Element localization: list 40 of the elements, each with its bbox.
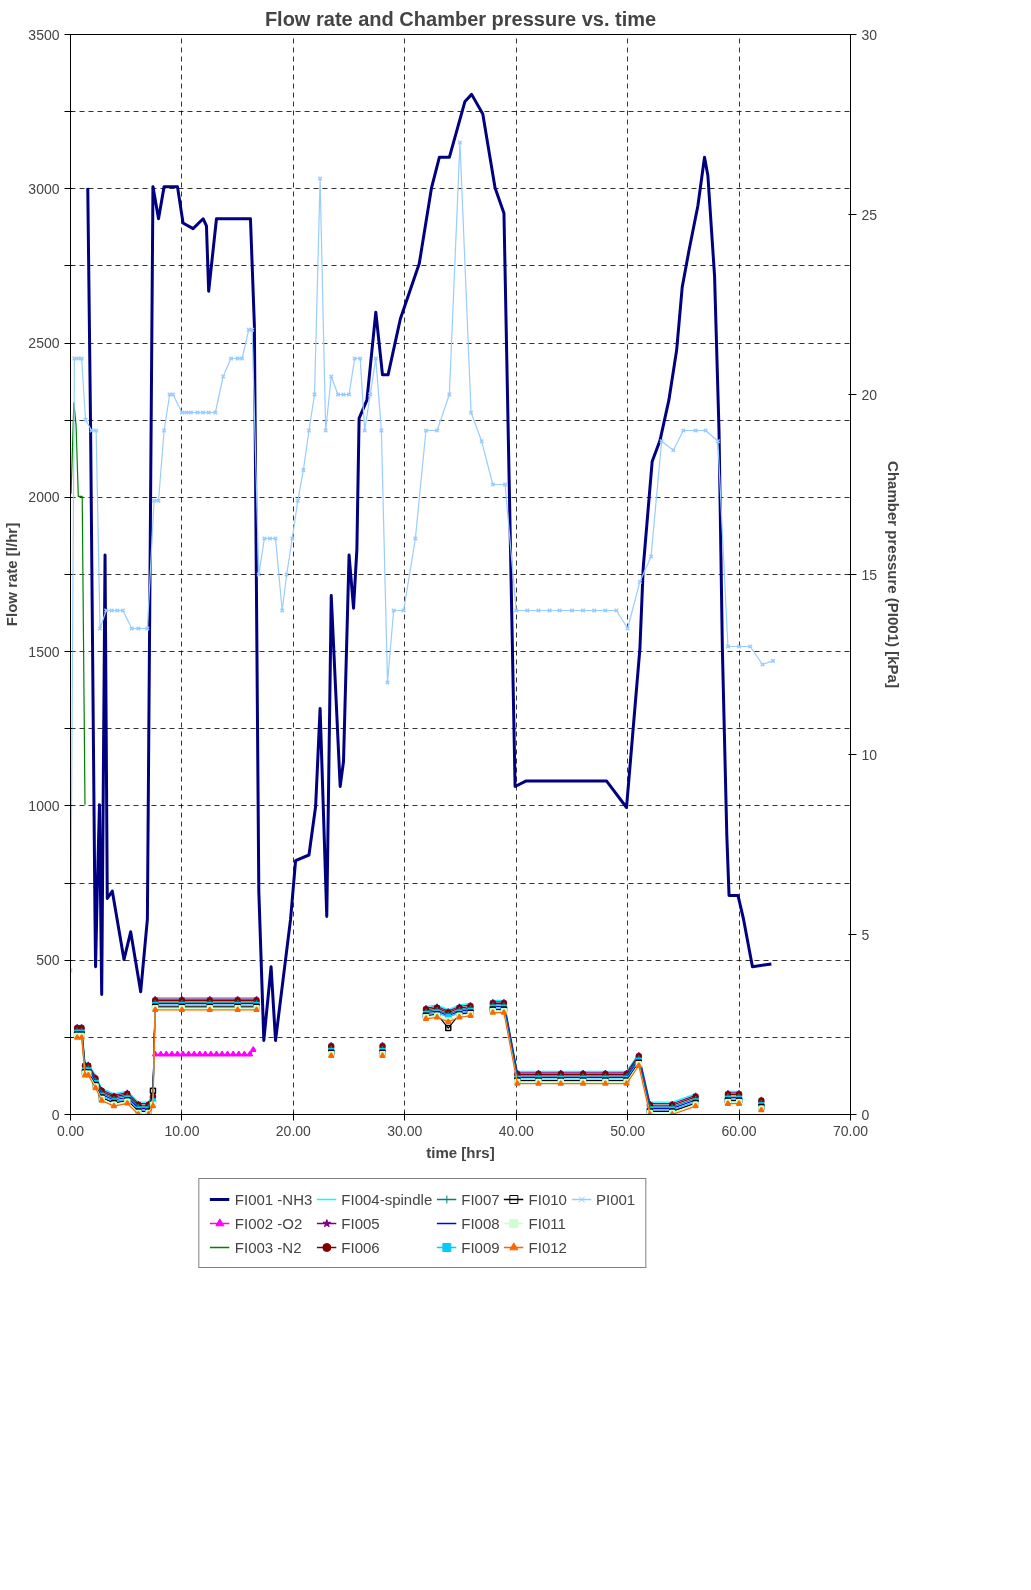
y-tick-label: 3500 bbox=[28, 26, 60, 43]
legend-label: FI002 -O2 bbox=[234, 1214, 303, 1232]
y-axis-title: Flow rate [l/hr] bbox=[3, 522, 21, 627]
legend-label: PI001 bbox=[595, 1190, 636, 1208]
legend-label: FI012 bbox=[528, 1238, 567, 1256]
legend-label: FI007 bbox=[461, 1190, 500, 1208]
legend-label: FI011 bbox=[528, 1214, 566, 1232]
chart-title: Flow rate and Chamber pressure vs. time bbox=[264, 7, 657, 30]
y2-tick-label: 0 bbox=[861, 1106, 870, 1123]
y2-tick-label: 10 bbox=[861, 746, 878, 763]
y-tick-label: 0 bbox=[51, 1106, 60, 1123]
legend-label: FI004-spindle bbox=[341, 1190, 433, 1208]
x-tick-label: 40.00 bbox=[498, 1122, 534, 1139]
y-tick-label: 1500 bbox=[28, 643, 60, 660]
legend-label: FI003 -N2 bbox=[234, 1238, 302, 1256]
y-tick-label: 2000 bbox=[28, 489, 60, 506]
legend-label: FI009 bbox=[461, 1238, 500, 1256]
x-tick-label: 70.00 bbox=[832, 1122, 869, 1139]
x-axis-title: time [hrs] bbox=[426, 1143, 495, 1161]
y-tick-label: 2500 bbox=[28, 335, 60, 352]
y2-tick-label: 20 bbox=[861, 386, 878, 403]
y2-tick-label: 30 bbox=[861, 26, 878, 43]
x-tick-label: 0.00 bbox=[56, 1122, 85, 1139]
legend-label: FI005 bbox=[341, 1214, 380, 1232]
legend-label: FI006 bbox=[341, 1238, 380, 1256]
legend-label: FI001 -NH3 bbox=[234, 1190, 313, 1208]
y2-axis-title: Chamber pressure (PI001) [kPa] bbox=[885, 461, 903, 688]
x-tick-label: 30.00 bbox=[387, 1122, 423, 1139]
y-tick-label: 3000 bbox=[28, 180, 60, 197]
y2-tick-label: 15 bbox=[861, 566, 878, 583]
y2-tick-label: 5 bbox=[861, 926, 870, 943]
x-tick-label: 20.00 bbox=[275, 1122, 312, 1139]
y-tick-label: 500 bbox=[36, 952, 60, 969]
x-tick-label: 50.00 bbox=[610, 1122, 646, 1139]
y-tick-label: 1000 bbox=[28, 797, 60, 814]
legend-label: FI010 bbox=[528, 1190, 567, 1208]
y2-tick-label: 25 bbox=[861, 206, 878, 223]
legend-label: FI008 bbox=[461, 1214, 500, 1232]
x-tick-label: 60.00 bbox=[721, 1122, 757, 1139]
x-tick-label: 10.00 bbox=[164, 1122, 200, 1139]
